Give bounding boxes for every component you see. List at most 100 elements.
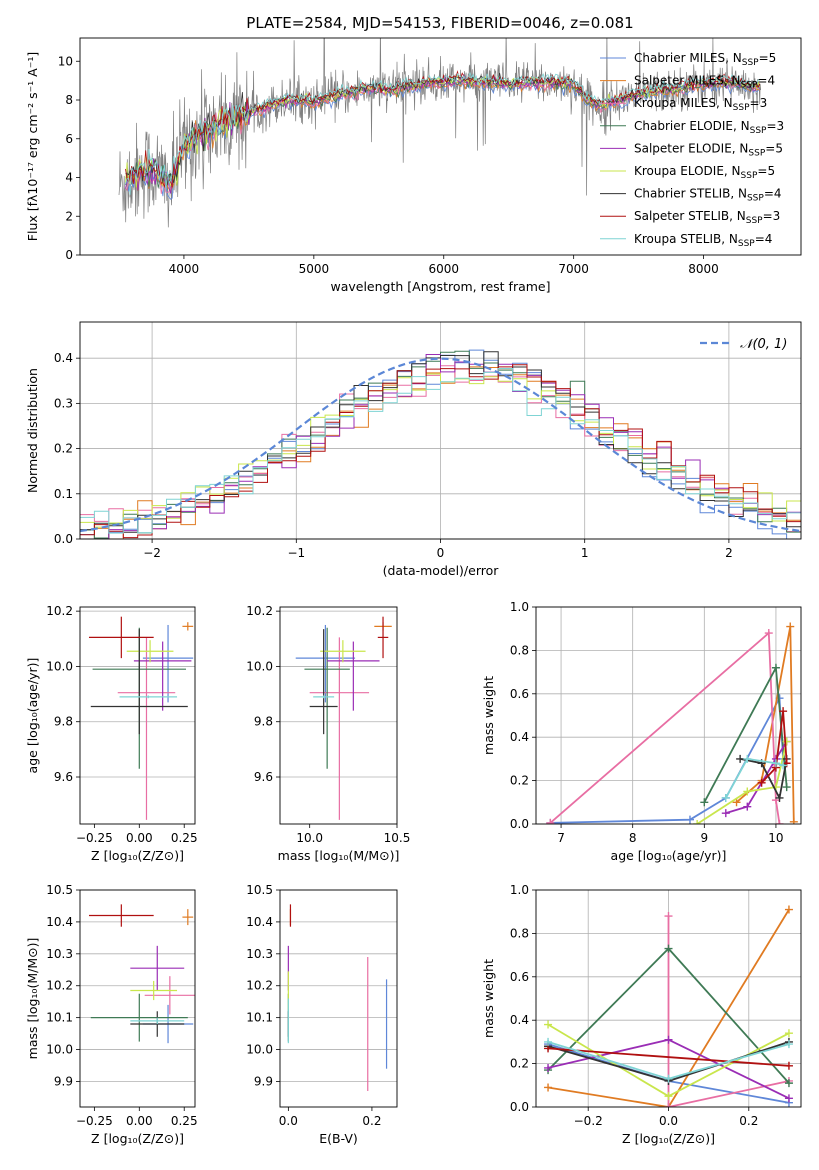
weight-point-marker [664, 912, 673, 921]
y-tick-label: 0.4 [510, 1013, 529, 1027]
legend-label: 𝒩(0, 1) [740, 337, 787, 352]
figure-title: PLATE=2584, MJD=54153, FIBERID=0046, z=0… [246, 14, 633, 32]
weight-point-marker [546, 818, 555, 824]
axes-frame [79, 889, 196, 1108]
y-tick-label: 1.0 [510, 600, 529, 614]
weight-point-marker [775, 793, 784, 802]
error-bar-point [130, 1017, 185, 1025]
error-bar-point [90, 629, 188, 735]
x-tick-label: 0.25 [171, 831, 198, 845]
plot-area [80, 349, 801, 539]
legend-label: Kroupa ELODIE, NSSP=5 [634, 164, 775, 181]
x-tick-label: 10 [768, 831, 783, 845]
x-tick-label: −2 [143, 546, 161, 560]
error-bar-point [133, 641, 192, 711]
weight-point-marker [743, 802, 752, 811]
histogram-step [80, 373, 801, 528]
y-tick-label: 0.6 [510, 687, 529, 701]
y-tick-label: 10.4 [246, 915, 273, 929]
y-tick-label: 0.8 [510, 926, 529, 940]
x-tick-label: 0.2 [739, 1114, 758, 1128]
weight-point-marker [743, 754, 752, 763]
x-axis-label: Z [log₁₀(Z/Z⊙)] [622, 1131, 715, 1146]
y-tick-label: 0.6 [510, 970, 529, 984]
y-tick-label: 0.4 [510, 730, 529, 744]
plot-area [295, 616, 392, 820]
x-axis-label: age [log₁₀(age/yr)] [611, 848, 727, 863]
legend-label: Chabrier ELODIE, NSSP=3 [634, 119, 784, 136]
plot-area [544, 905, 793, 1107]
x-tick-label: 10.5 [384, 831, 411, 845]
weight-point-marker [700, 798, 709, 807]
weight-point-marker [664, 1103, 673, 1107]
x-axis-label: wavelength [Angstrom, rest frame] [330, 279, 550, 294]
error-bar-point [377, 616, 389, 659]
x-tick-label: −0.25 [76, 831, 113, 845]
axes-frame [279, 889, 398, 1108]
x-tick-label: 7000 [558, 262, 589, 276]
weight-series-line [549, 631, 781, 824]
y-tick-label: 10.3 [46, 947, 73, 961]
y-tick-label: 2 [65, 209, 73, 223]
gaussian-curve [80, 357, 801, 533]
weight-point-marker [664, 1074, 673, 1083]
y-tick-label: 10.1 [46, 1011, 73, 1025]
weight-point-marker [782, 783, 791, 792]
y-tick-label: 8 [65, 93, 73, 107]
weight-series-line [667, 916, 790, 1107]
y-tick-label: 0.1 [54, 487, 73, 501]
x-tick-label: 0.2 [362, 1114, 381, 1128]
error-bar-point [142, 624, 194, 703]
y-tick-label: 10.2 [246, 979, 273, 993]
y-tick-label: 10.0 [46, 659, 73, 673]
weight-point-marker [743, 787, 752, 796]
y-tick-label: 10.0 [246, 1043, 273, 1057]
x-tick-label: 4000 [169, 262, 200, 276]
error-bar-point [313, 695, 335, 699]
weight-point-marker [784, 1079, 793, 1088]
legend-label: Salpeter ELODIE, NSSP=5 [634, 141, 783, 158]
weight-series-line [760, 711, 788, 784]
x-tick-label: −1 [287, 546, 305, 560]
error-bar-point [309, 629, 338, 735]
axes-frame [279, 606, 398, 825]
y-tick-label: 0.2 [510, 1057, 529, 1071]
legend-label: Kroupa MILES, NSSP=3 [634, 96, 767, 113]
y-tick-label: 4 [65, 171, 73, 185]
plot-area [88, 904, 195, 1044]
histogram-step [80, 364, 801, 539]
x-axis-label: mass [log₁₀(M/M⊙)] [278, 848, 400, 863]
y-tick-label: 10.0 [46, 1043, 73, 1057]
weight-point-marker [779, 761, 788, 770]
weight-point-marker [544, 1037, 553, 1046]
y-tick-label: 10.2 [46, 979, 73, 993]
y-tick-label: 0 [65, 248, 73, 262]
y-tick-label: 9.8 [54, 715, 73, 729]
weight-point-marker [764, 629, 773, 638]
panel-weight-vs-Z: −0.2 0.0 0.2 0.0 0.2 0.4 0.6 0.8 1.0 Z [log₁₀(Z/Z… [481, 883, 802, 1146]
y-tick-label: 1.0 [510, 883, 529, 897]
weight-point-marker [784, 1029, 793, 1038]
panel-weight-vs-age: 7 8 9 10 0.0 0.2 0.4 0.6 0.8 1.0 age [log₁₀(age/yr… [481, 600, 802, 863]
x-tick-label: 6000 [428, 262, 459, 276]
error-bar-point [182, 909, 194, 926]
axes-frame [535, 889, 802, 1108]
y-tick-label: 9.8 [254, 715, 273, 729]
weight-point-marker [782, 737, 791, 746]
legend-label: Chabrier STELIB, NSSP=4 [634, 187, 782, 204]
y-axis-label: mass [log₁₀(M/M⊙)] [25, 938, 40, 1060]
error-bar-point [182, 622, 194, 631]
legend-label: Salpeter STELIB, NSSP=3 [634, 209, 780, 226]
legend-label: Kroupa STELIB, NSSP=4 [634, 232, 772, 249]
weight-point-marker [784, 905, 793, 914]
y-axis-label: mass weight [481, 676, 496, 755]
x-tick-label: 9 [700, 831, 708, 845]
histogram-step [80, 351, 801, 533]
weight-point-marker [757, 778, 766, 787]
x-axis-label: E(B-V) [319, 1131, 358, 1146]
y-tick-label: 10.2 [46, 604, 73, 618]
weight-point-marker [736, 754, 745, 763]
weight-series-line [739, 758, 788, 801]
x-tick-label: 1 [581, 546, 589, 560]
